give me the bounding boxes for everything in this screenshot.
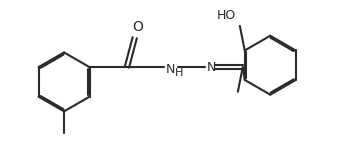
Text: O: O: [132, 20, 143, 34]
Text: HO: HO: [217, 9, 236, 22]
Text: N: N: [166, 63, 176, 76]
Text: H: H: [175, 68, 183, 78]
Text: N: N: [206, 61, 216, 74]
